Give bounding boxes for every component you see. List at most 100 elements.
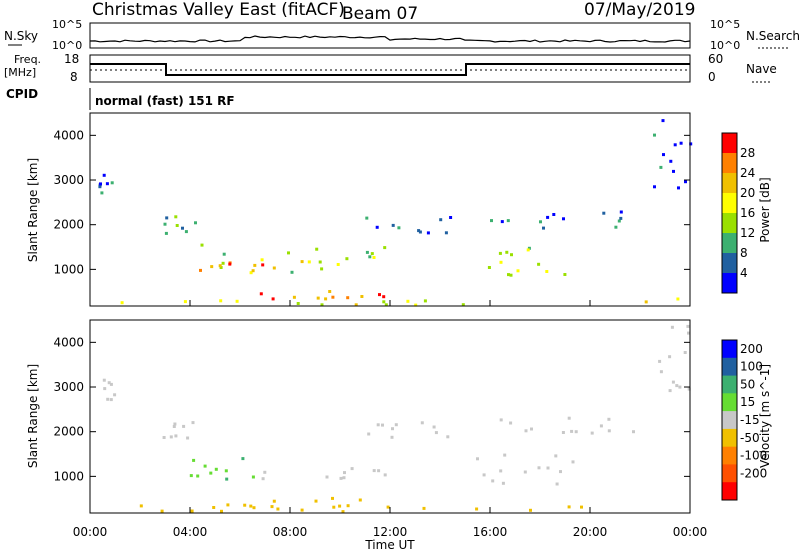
noise-trace <box>89 35 691 43</box>
heatmap-cell <box>219 266 223 269</box>
heatmap-cell <box>384 303 388 307</box>
heatmap-cell <box>439 218 443 222</box>
heatmap-cell <box>376 423 380 427</box>
heatmap-cell <box>174 215 178 219</box>
colorbar-tick-label: 200 <box>740 342 763 356</box>
heatmap-cell <box>210 265 214 269</box>
colorbar-swatch <box>722 153 737 174</box>
heatmap-cell <box>619 210 623 214</box>
heatmap-cell <box>516 269 520 273</box>
heatmap-cell <box>675 384 679 388</box>
heatmap-cell <box>668 355 672 359</box>
y-tick-label: 2000 <box>53 218 84 232</box>
x-tick-label: 00:00 <box>73 525 108 539</box>
heatmap-cell <box>324 297 328 301</box>
heatmap-cell <box>546 215 550 219</box>
y-tick-label: 3000 <box>53 173 84 187</box>
heatmap-cell <box>614 225 618 229</box>
heatmap-cell <box>194 221 197 225</box>
heatmap-cell <box>287 251 290 255</box>
power-ylabel: Slant Range [km] <box>26 158 40 262</box>
heatmap-cell <box>191 421 195 425</box>
heatmap-cell <box>343 471 346 475</box>
freq-unit: [MHz] <box>4 66 36 79</box>
colorbar-swatch <box>722 213 737 234</box>
heatmap-cell <box>571 460 575 464</box>
heatmap-cell <box>164 231 168 235</box>
heatmap-cell <box>300 508 304 512</box>
heatmap-cell <box>390 435 394 439</box>
heatmap-cell <box>559 470 562 474</box>
heatmap-cell <box>120 301 124 305</box>
heatmap-cell <box>381 423 384 427</box>
y-tick-label: 3000 <box>53 380 84 394</box>
colorbar-tick-label: -200 <box>740 466 767 480</box>
nsky-label: N.Sky <box>4 29 38 43</box>
y-tick-label: 4000 <box>53 128 84 142</box>
heatmap-cell <box>677 186 680 190</box>
heatmap-cell <box>99 182 102 186</box>
heatmap-cell <box>461 303 465 307</box>
colorbar-swatch <box>722 340 737 359</box>
heatmap-cell <box>546 466 550 470</box>
heatmap-cell <box>350 467 354 471</box>
heatmap-cell <box>243 503 247 507</box>
heatmap-cell <box>175 224 179 227</box>
nave-label: Nave <box>746 62 777 76</box>
heatmap-cell <box>432 425 436 429</box>
heatmap-cell <box>567 505 571 509</box>
heatmap-cell <box>426 231 430 235</box>
noise-tick-right-low: 10^0 <box>710 39 740 52</box>
heatmap-cell <box>423 299 427 303</box>
noise-panel <box>89 22 691 49</box>
heatmap-cell <box>219 299 223 303</box>
heatmap-cell <box>552 213 556 216</box>
heatmap-cell <box>678 385 682 389</box>
heatmap-cell <box>320 303 324 307</box>
colorbar-swatch <box>722 482 737 501</box>
heatmap-cell <box>100 191 104 195</box>
heatmap-cell <box>498 251 502 255</box>
y-tick-label: 1000 <box>53 262 84 276</box>
noise-tick-right-high: 10^5 <box>710 18 740 31</box>
heatmap-cell <box>570 429 574 433</box>
heatmap-cell <box>580 505 583 509</box>
heatmap-cell <box>501 481 505 485</box>
nsearch-label: N.Search <box>746 29 800 43</box>
heatmap-cell <box>449 216 453 219</box>
heatmap-cell <box>221 261 225 265</box>
heatmap-cell <box>563 273 567 276</box>
heatmap-cell <box>673 143 677 147</box>
power-colorbar-label: Power [dB] <box>758 177 772 242</box>
heatmap-cell <box>527 246 531 250</box>
heatmap-cell <box>561 431 565 434</box>
heatmap-cell <box>220 509 223 513</box>
heatmap-cell <box>602 211 606 215</box>
heatmap-cell <box>103 387 107 391</box>
heatmap-cell <box>537 466 541 470</box>
heatmap-cell <box>222 252 226 256</box>
heatmap-cell <box>574 430 578 434</box>
heatmap-cell <box>539 220 542 224</box>
heatmap-cell <box>360 295 364 298</box>
heatmap-cell <box>509 421 513 425</box>
heatmap-cell <box>314 499 318 503</box>
heatmap-cell <box>320 267 324 271</box>
power-y-ticks: 4000 3000 2000 1000 <box>53 128 690 276</box>
cpid-value: normal (fast) 151 RF <box>95 94 235 108</box>
heatmap-cell <box>169 435 173 439</box>
colorbar-tick-label: 20 <box>740 186 755 200</box>
noise-tick-left-low: 10^0 <box>52 39 82 52</box>
heatmap-cell <box>241 457 245 461</box>
heatmap-cell <box>189 474 193 478</box>
heatmap-cell <box>382 300 386 304</box>
heatmap-cell <box>174 434 178 438</box>
heatmap-cell <box>345 257 349 261</box>
heatmap-cell <box>307 260 311 264</box>
heatmap-cell <box>668 389 672 393</box>
heatmap-cell <box>662 153 665 157</box>
heatmap-cell <box>336 263 340 266</box>
heatmap-cell <box>251 269 255 273</box>
heatmap-cell <box>644 300 648 304</box>
heatmap-cell <box>491 479 495 483</box>
